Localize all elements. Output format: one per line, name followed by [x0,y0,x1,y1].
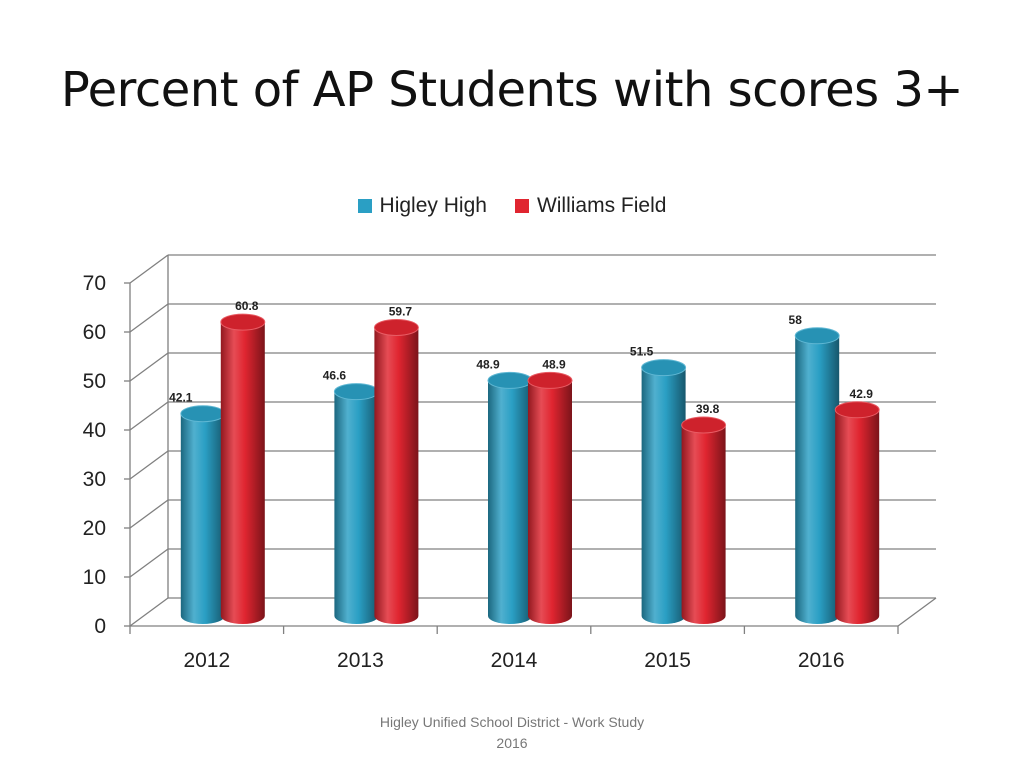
y-tick-label: 0 [94,615,106,638]
x-tick-label: 2014 [491,649,538,672]
y-tick-label: 50 [83,370,106,393]
bar-top-cap [333,383,379,401]
bar-higley-high-2016 [795,335,840,624]
floor-right-edge [897,597,937,627]
x-tick-label: 2013 [337,649,384,672]
footer-line-1: Higley Unified School District - Work St… [379,714,645,730]
slide-footer: Higley Unified School District - Work St… [352,712,672,754]
bar-higley-high-2014 [488,380,532,624]
y-tick-label: 70 [83,272,106,295]
bar-williams-field-2015 [681,424,726,624]
grid-depth-line [129,303,169,333]
y-tick-label: 40 [83,419,106,442]
bar-williams-field-2012 [220,322,265,624]
bar-williams-field-2014 [528,380,572,624]
bar-top-cap [220,313,266,331]
bar-top-cap [794,327,840,345]
bar-higley-high-2015 [641,367,686,624]
data-label: 51.5 [630,345,654,359]
grid-depth-line [129,401,169,431]
y-tick-label: 10 [83,566,106,589]
y-tick-label: 60 [83,321,106,344]
data-label: 60.8 [235,299,259,313]
bar-top-cap [527,371,573,389]
bar-top-cap [180,405,226,423]
x-tick-label: 2015 [644,649,691,672]
data-label: 42.1 [169,391,193,405]
data-label: 39.8 [696,402,720,416]
y-tick-label: 30 [83,468,106,491]
data-label: 42.9 [850,387,874,401]
chart-legend: Higley High Williams Field [0,194,1024,218]
legend-item-series-1: Higley High [357,194,487,218]
bar-higley-high-2013 [334,391,379,624]
data-label: 58 [789,313,803,327]
data-label: 48.9 [476,357,500,371]
data-label: 59.7 [389,304,413,318]
grid-depth-line [129,254,169,284]
legend-label-series-1: Higley High [379,194,487,217]
x-tick-label: 2012 [183,649,230,672]
grid-depth-line [129,499,169,529]
footer-line-2: 2016 [496,735,528,751]
bar-top-cap [681,416,727,434]
data-label: 46.6 [323,369,347,383]
bar-top-cap [373,318,419,336]
data-label: 48.9 [542,357,566,371]
grid-depth-line [129,597,169,627]
legend-item-series-2: Williams Field [514,194,667,218]
legend-swatch-series-1 [357,199,372,213]
y-tick-label: 20 [83,517,106,540]
bar-top-cap [487,371,533,389]
x-tick-label: 2016 [798,649,845,672]
grid-depth-line [129,352,169,382]
slide-title: Percent of AP Students with scores 3+ [60,62,964,118]
legend-swatch-series-2 [514,199,529,213]
bar-higley-high-2012 [180,413,225,624]
bar-williams-field-2013 [374,327,419,624]
grid-depth-line [129,548,169,578]
bar-williams-field-2016 [835,409,880,624]
bar-top-cap [834,401,880,419]
bar-top-cap [641,359,687,377]
legend-label-series-2: Williams Field [536,194,667,217]
grid-depth-line [129,450,169,480]
